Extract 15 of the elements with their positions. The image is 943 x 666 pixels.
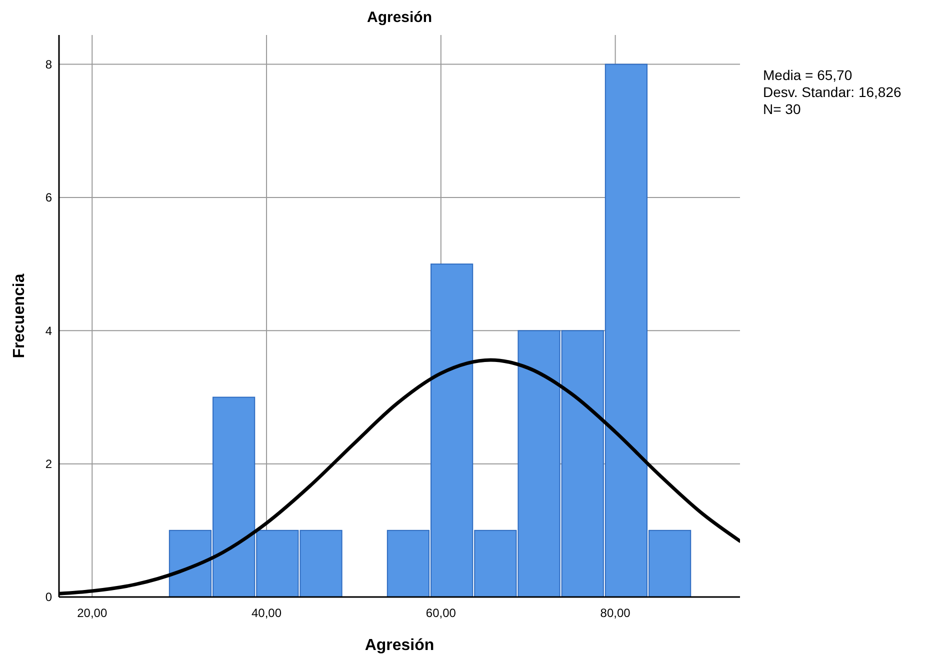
x-tick-label: 20,00 — [77, 606, 108, 620]
y-tick-label: 8 — [45, 58, 52, 72]
x-tick-label: 60,00 — [426, 606, 456, 620]
chart-title: Agresión — [366, 9, 432, 26]
y-tick-label: 6 — [45, 190, 52, 205]
text: Desv. Standar: 16,826 — [763, 84, 902, 100]
y-tick-label: 0 — [45, 590, 52, 604]
x-axis-title: Agresión — [364, 637, 434, 654]
x-tick-label: 40,00 — [252, 606, 282, 620]
x-tick-label: 80,00 — [600, 606, 631, 620]
y-tick-label: 2 — [45, 457, 52, 472]
text: Media = 65,70 — [763, 67, 852, 83]
text: N= 30 — [763, 101, 801, 117]
y-axis-title: Frecuencia — [11, 274, 28, 358]
y-tick-label: 4 — [45, 324, 52, 338]
